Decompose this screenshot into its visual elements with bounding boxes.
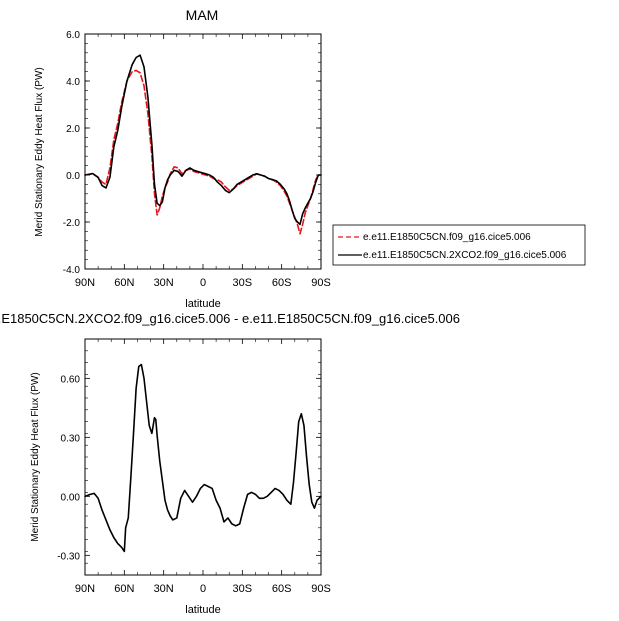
- plot-frame: [84, 33, 322, 270]
- y-tick-label: 4.0: [66, 77, 80, 88]
- bottom-panel: e.e11.E1850C5CN.2XCO2.f09_g16.cice5.006 …: [0, 311, 460, 616]
- legend-box: [332, 224, 586, 266]
- x-axis-label: latitude: [185, 298, 220, 310]
- y-axis-label: Merid Stationary Eddy Heat Flux (PW): [34, 67, 45, 237]
- x-tick-label: 90N: [75, 583, 95, 595]
- x-tick-label: 60S: [272, 583, 292, 595]
- x-tick-label: 30N: [154, 583, 174, 595]
- x-tick-label: 0: [200, 583, 206, 595]
- x-tick-label: 60S: [272, 277, 292, 289]
- y-tick-label: 6.0: [66, 30, 80, 41]
- x-tick-label: 30S: [233, 277, 253, 289]
- x-tick-label: 30N: [154, 277, 174, 289]
- chart-title: e.e11.E1850C5CN.2XCO2.f09_g16.cice5.006 …: [0, 311, 460, 326]
- y-tick-label: 0.00: [61, 492, 81, 503]
- series-line-1: [84, 363, 322, 553]
- y-tick-label: 0.30: [61, 433, 81, 444]
- x-tick-label: 60N: [114, 583, 134, 595]
- tick-group: 90N 60N 30N 0 30S 60S 90S -4.0 -2.0 0.0 2.0 4.0 6.0: [63, 30, 331, 289]
- x-tick-label: 90S: [311, 277, 331, 289]
- y-axis-label: Merid Stationary Eddy Heat Flux (PW): [30, 372, 41, 542]
- series-line-1: [84, 69, 322, 235]
- y-tick-label: 0.60: [61, 374, 81, 385]
- x-tick-label: 90N: [75, 277, 95, 289]
- y-tick-label: -4.0: [63, 265, 81, 276]
- x-tick-label: 60N: [114, 277, 134, 289]
- y-tick-label: 0.0: [66, 171, 80, 182]
- series-group: [84, 363, 322, 553]
- series-group: [84, 54, 322, 235]
- legend: e.e11.E1850C5CN.f09_g16.cice5.006 e.e11.…: [332, 224, 586, 266]
- plot-frame: [84, 338, 322, 576]
- x-tick-label: 30S: [233, 583, 253, 595]
- legend-label-series-2: e.e11.E1850C5CN.2XCO2.f09_g16.cice5.006: [363, 250, 567, 261]
- chart-title: MAM: [186, 7, 219, 23]
- legend-label-series-1: e.e11.E1850C5CN.f09_g16.cice5.006: [363, 232, 531, 243]
- x-tick-label: 0: [200, 277, 206, 289]
- x-axis-label: latitude: [185, 604, 220, 616]
- y-tick-label: -2.0: [63, 218, 81, 229]
- series-line-2: [84, 54, 322, 226]
- y-tick-label: -0.30: [57, 551, 80, 562]
- top-panel: MAM 90N 60N 30N 0 30S 60S 90S -4.0 -2.0 0.0 2.0 4.0…: [34, 7, 331, 310]
- tick-group: 90N 60N 30N 0 30S 60S 90S -0.30 0.00 0.30 0.60: [57, 338, 331, 595]
- y-tick-label: 2.0: [66, 124, 80, 135]
- x-tick-label: 90S: [311, 583, 331, 595]
